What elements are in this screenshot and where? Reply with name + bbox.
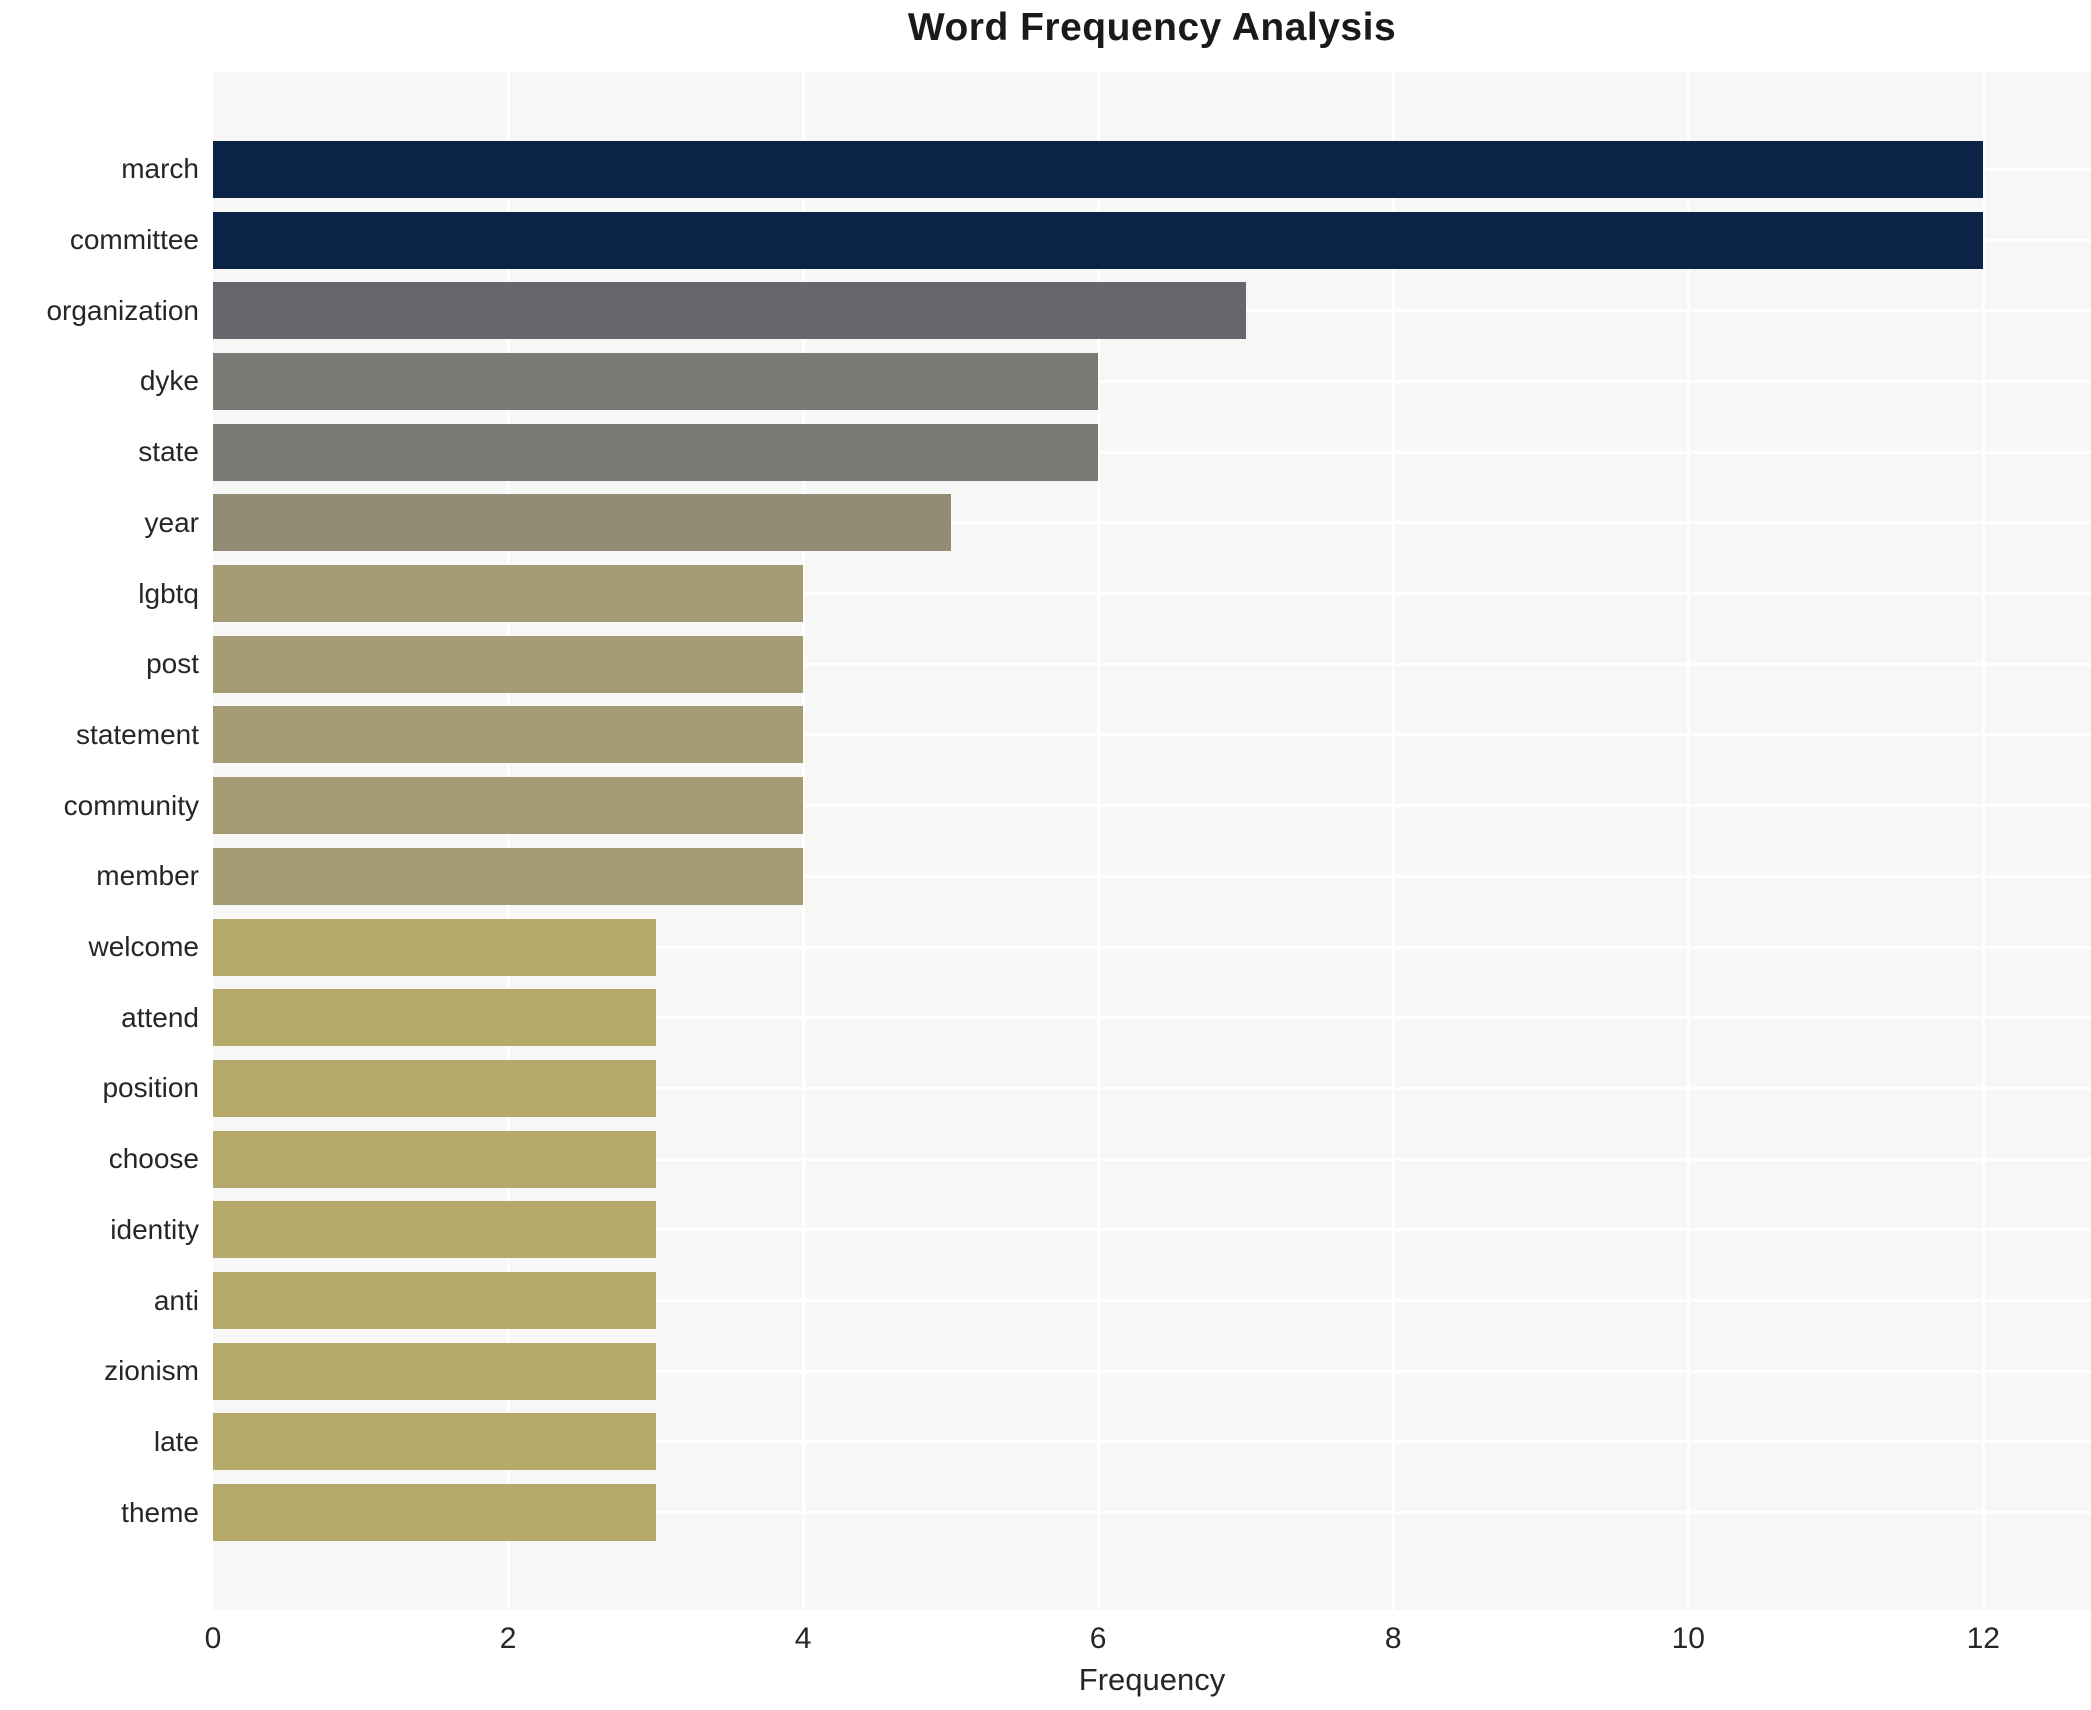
x-tick-label-12: 12 — [1966, 1622, 2000, 1655]
bar-organization — [213, 282, 1246, 340]
y-tick-label-anti: anti — [153, 1284, 199, 1316]
y-tick-label-organization: organization — [46, 294, 199, 326]
bar-year — [213, 494, 951, 552]
y-tick-label-post: post — [146, 648, 199, 680]
gridline-horizontal — [213, 1369, 2091, 1373]
x-tick-label-2: 2 — [499, 1622, 517, 1655]
bar-choose — [213, 1130, 656, 1188]
gridline-horizontal — [213, 945, 2091, 949]
bar-welcome — [213, 918, 656, 976]
bar-post — [213, 635, 804, 693]
y-tick-label-committee: committee — [69, 224, 199, 256]
y-axis-labels: march committee organization dyke state year l… — [0, 0, 199, 1710]
bar-dyke — [213, 352, 1099, 410]
y-tick-label-march: march — [121, 153, 199, 185]
y-tick-label-zionism: zionism — [104, 1355, 199, 1387]
y-tick-label-statement: statement — [76, 718, 199, 750]
gridline-vertical-6 — [1096, 72, 1100, 1610]
chart-title: Word Frequency Analysis — [907, 6, 1397, 49]
bar-community — [213, 777, 804, 835]
gridline-horizontal — [213, 1511, 2091, 1515]
bar-attend — [213, 989, 656, 1047]
x-tick-label-0: 0 — [204, 1622, 222, 1655]
bar-statement — [213, 706, 804, 764]
y-tick-label-attend: attend — [121, 1001, 199, 1033]
gridline-horizontal — [213, 1157, 2091, 1161]
y-tick-label-lgbtq: lgbtq — [138, 577, 199, 609]
gridline-horizontal — [213, 874, 2091, 878]
x-axis-label: Frequency — [1078, 1662, 1226, 1697]
y-tick-label-dyke: dyke — [139, 365, 199, 397]
bar-identity — [213, 1201, 656, 1259]
y-tick-label-late: late — [153, 1425, 199, 1457]
gridline-horizontal — [213, 1440, 2091, 1444]
gridline-horizontal — [213, 450, 2091, 454]
gridline-vertical-4 — [801, 72, 805, 1610]
y-tick-label-state: state — [138, 436, 199, 468]
y-tick-label-identity: identity — [110, 1213, 199, 1245]
gridline-horizontal — [213, 1016, 2091, 1020]
y-tick-label-community: community — [63, 789, 199, 821]
bar-zionism — [213, 1342, 656, 1400]
gridline-vertical-12 — [1981, 72, 1985, 1610]
gridline-horizontal — [213, 1086, 2091, 1090]
plot-area — [213, 72, 2091, 1610]
y-tick-label-welcome: welcome — [88, 931, 199, 963]
bar-member — [213, 847, 804, 905]
gridline-horizontal — [213, 1299, 2091, 1303]
bar-position — [213, 1059, 656, 1117]
x-tick-label-6: 6 — [1089, 1622, 1107, 1655]
gridline-horizontal — [213, 379, 2091, 383]
bar-march — [213, 140, 1984, 198]
y-tick-label-year: year — [144, 506, 199, 538]
y-tick-label-position: position — [102, 1072, 199, 1104]
gridline-horizontal — [213, 804, 2091, 808]
gridline-horizontal — [213, 592, 2091, 596]
y-tick-label-theme: theme — [121, 1496, 199, 1528]
bar-committee — [213, 211, 1984, 269]
x-tick-label-10: 10 — [1671, 1622, 1705, 1655]
y-tick-label-choose: choose — [108, 1143, 199, 1175]
x-tick-label-4: 4 — [794, 1622, 812, 1655]
bar-late — [213, 1413, 656, 1471]
gridline-horizontal — [213, 1228, 2091, 1232]
gridline-horizontal — [213, 521, 2091, 525]
gridline-vertical-8 — [1391, 72, 1395, 1610]
gridline-horizontal — [213, 662, 2091, 666]
bar-lgbtq — [213, 565, 804, 623]
y-tick-label-member: member — [96, 860, 199, 892]
gridline-horizontal — [213, 733, 2091, 737]
bar-state — [213, 423, 1099, 481]
bar-anti — [213, 1272, 656, 1330]
gridline-vertical-2 — [506, 72, 510, 1610]
bar-theme — [213, 1484, 656, 1542]
x-tick-label-8: 8 — [1384, 1622, 1402, 1655]
gridline-vertical-10 — [1686, 72, 1690, 1610]
